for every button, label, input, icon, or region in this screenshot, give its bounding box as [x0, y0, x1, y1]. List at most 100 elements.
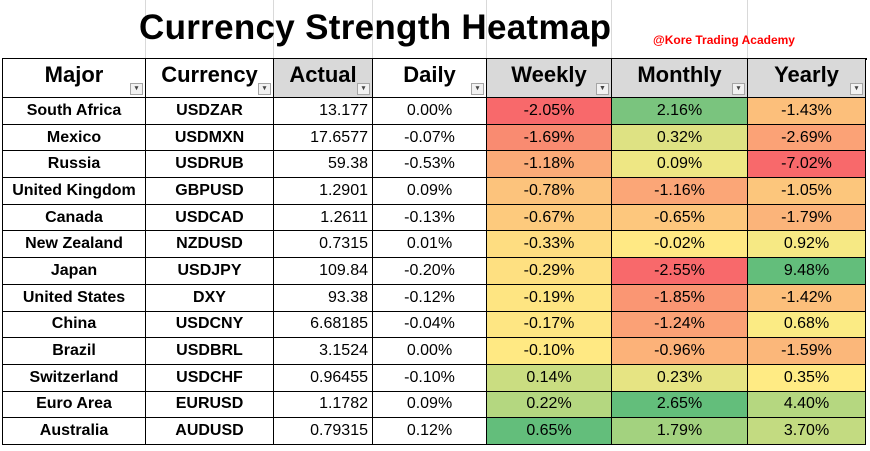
cell-major[interactable]: Euro Area — [2, 390, 146, 419]
cell-major[interactable]: Russia — [2, 150, 146, 179]
cell-currency[interactable]: USDBRL — [145, 337, 274, 365]
cell-currency[interactable]: USDRUB — [145, 150, 274, 179]
cell-actual[interactable]: 1.2611 — [273, 203, 373, 232]
cell-major[interactable]: Brazil — [2, 337, 146, 365]
cell-monthly[interactable]: 2.65% — [611, 390, 748, 419]
cell-monthly[interactable]: 0.23% — [611, 363, 748, 392]
cell-weekly[interactable]: -1.69% — [486, 123, 612, 152]
cell-yearly[interactable]: -2.69% — [747, 123, 866, 152]
filter-dropdown-icon[interactable]: ▾ — [732, 83, 745, 95]
cell-daily[interactable]: 0.00% — [372, 337, 487, 365]
cell-major[interactable]: South Africa — [2, 97, 146, 125]
cell-monthly[interactable]: 0.32% — [611, 123, 748, 152]
cell-yearly[interactable]: -7.02% — [747, 150, 866, 179]
cell-yearly[interactable]: 0.92% — [747, 230, 866, 259]
cell-weekly[interactable]: -0.10% — [486, 337, 612, 365]
cell-weekly[interactable]: -0.33% — [486, 230, 612, 259]
cell-monthly[interactable]: -0.65% — [611, 203, 748, 232]
cell-yearly[interactable]: -1.42% — [747, 283, 866, 312]
cell-currency[interactable]: USDCHF — [145, 363, 274, 392]
column-header-weekly[interactable]: Weekly ▼ — [486, 58, 612, 98]
cell-monthly[interactable]: -1.85% — [611, 283, 748, 312]
cell-yearly[interactable]: -1.59% — [747, 337, 866, 365]
cell-yearly[interactable]: 0.35% — [747, 363, 866, 392]
column-header-actual[interactable]: Actual ▾ — [273, 58, 373, 98]
cell-daily[interactable]: -0.07% — [372, 123, 487, 152]
cell-major[interactable]: China — [2, 310, 146, 339]
cell-monthly[interactable]: -1.16% — [611, 177, 748, 205]
cell-actual[interactable]: 109.84 — [273, 257, 373, 285]
cell-major[interactable]: United Kingdom — [2, 177, 146, 205]
cell-weekly[interactable]: -0.19% — [486, 283, 612, 312]
cell-weekly[interactable]: -2.05% — [486, 97, 612, 125]
cell-monthly[interactable]: -1.24% — [611, 310, 748, 339]
cell-major[interactable]: United States — [2, 283, 146, 312]
cell-currency[interactable]: USDCAD — [145, 203, 274, 232]
cell-currency[interactable]: USDCNY — [145, 310, 274, 339]
cell-daily[interactable]: 0.00% — [372, 97, 487, 125]
column-header-daily[interactable]: Daily ▾ — [372, 58, 487, 98]
cell-daily[interactable]: 0.01% — [372, 230, 487, 259]
cell-currency[interactable]: NZDUSD — [145, 230, 274, 259]
filter-dropdown-icon[interactable]: ▾ — [130, 83, 143, 95]
column-header-yearly[interactable]: Yearly ▾ — [747, 58, 866, 98]
cell-actual[interactable]: 0.96455 — [273, 363, 373, 392]
filter-dropdown-icon[interactable]: ▾ — [357, 83, 370, 95]
cell-monthly[interactable]: 2.16% — [611, 97, 748, 125]
cell-weekly[interactable]: 0.22% — [486, 390, 612, 419]
filter-dropdown-icon[interactable]: ▾ — [850, 83, 863, 95]
cell-major[interactable]: New Zealand — [2, 230, 146, 259]
cell-yearly[interactable]: -1.43% — [747, 97, 866, 125]
cell-daily[interactable]: 0.12% — [372, 417, 487, 445]
cell-weekly[interactable]: -1.18% — [486, 150, 612, 179]
cell-actual[interactable]: 0.7315 — [273, 230, 373, 259]
cell-daily[interactable]: -0.04% — [372, 310, 487, 339]
cell-weekly[interactable]: 0.14% — [486, 363, 612, 392]
cell-yearly[interactable]: 9.48% — [747, 257, 866, 285]
filter-dropdown-icon[interactable]: ▾ — [471, 83, 484, 95]
cell-yearly[interactable]: -1.05% — [747, 177, 866, 205]
filter-dropdown-icon[interactable]: ▾ — [258, 83, 271, 95]
cell-currency[interactable]: GBPUSD — [145, 177, 274, 205]
cell-daily[interactable]: 0.09% — [372, 390, 487, 419]
cell-actual[interactable]: 93.38 — [273, 283, 373, 312]
cell-currency[interactable]: USDMXN — [145, 123, 274, 152]
cell-weekly[interactable]: -0.17% — [486, 310, 612, 339]
cell-actual[interactable]: 6.68185 — [273, 310, 373, 339]
cell-currency[interactable]: DXY — [145, 283, 274, 312]
cell-currency[interactable]: USDJPY — [145, 257, 274, 285]
cell-daily[interactable]: 0.09% — [372, 177, 487, 205]
cell-yearly[interactable]: 0.68% — [747, 310, 866, 339]
cell-major[interactable]: Mexico — [2, 123, 146, 152]
cell-yearly[interactable]: -1.79% — [747, 203, 866, 232]
cell-major[interactable]: Canada — [2, 203, 146, 232]
cell-weekly[interactable]: -0.67% — [486, 203, 612, 232]
column-header-major[interactable]: Major ▾ — [2, 58, 146, 98]
cell-major[interactable]: Japan — [2, 257, 146, 285]
cell-actual[interactable]: 17.6577 — [273, 123, 373, 152]
cell-actual[interactable]: 59.38 — [273, 150, 373, 179]
cell-weekly[interactable]: -0.29% — [486, 257, 612, 285]
cell-currency[interactable]: USDZAR — [145, 97, 274, 125]
cell-monthly[interactable]: -0.02% — [611, 230, 748, 259]
cell-actual[interactable]: 1.1782 — [273, 390, 373, 419]
cell-currency[interactable]: AUDUSD — [145, 417, 274, 445]
cell-major[interactable]: Australia — [2, 417, 146, 445]
cell-monthly[interactable]: -2.55% — [611, 257, 748, 285]
cell-monthly[interactable]: 1.79% — [611, 417, 748, 445]
cell-weekly[interactable]: -0.78% — [486, 177, 612, 205]
cell-major[interactable]: Switzerland — [2, 363, 146, 392]
column-header-monthly[interactable]: Monthly ▾ — [611, 58, 748, 98]
cell-actual[interactable]: 0.79315 — [273, 417, 373, 445]
cell-monthly[interactable]: -0.96% — [611, 337, 748, 365]
cell-weekly[interactable]: 0.65% — [486, 417, 612, 445]
cell-monthly[interactable]: 0.09% — [611, 150, 748, 179]
cell-daily[interactable]: -0.10% — [372, 363, 487, 392]
cell-yearly[interactable]: 4.40% — [747, 390, 866, 419]
cell-actual[interactable]: 13.177 — [273, 97, 373, 125]
cell-currency[interactable]: EURUSD — [145, 390, 274, 419]
cell-yearly[interactable]: 3.70% — [747, 417, 866, 445]
cell-daily[interactable]: -0.53% — [372, 150, 487, 179]
cell-actual[interactable]: 3.1524 — [273, 337, 373, 365]
sort-descending-icon[interactable]: ▼ — [596, 83, 609, 95]
